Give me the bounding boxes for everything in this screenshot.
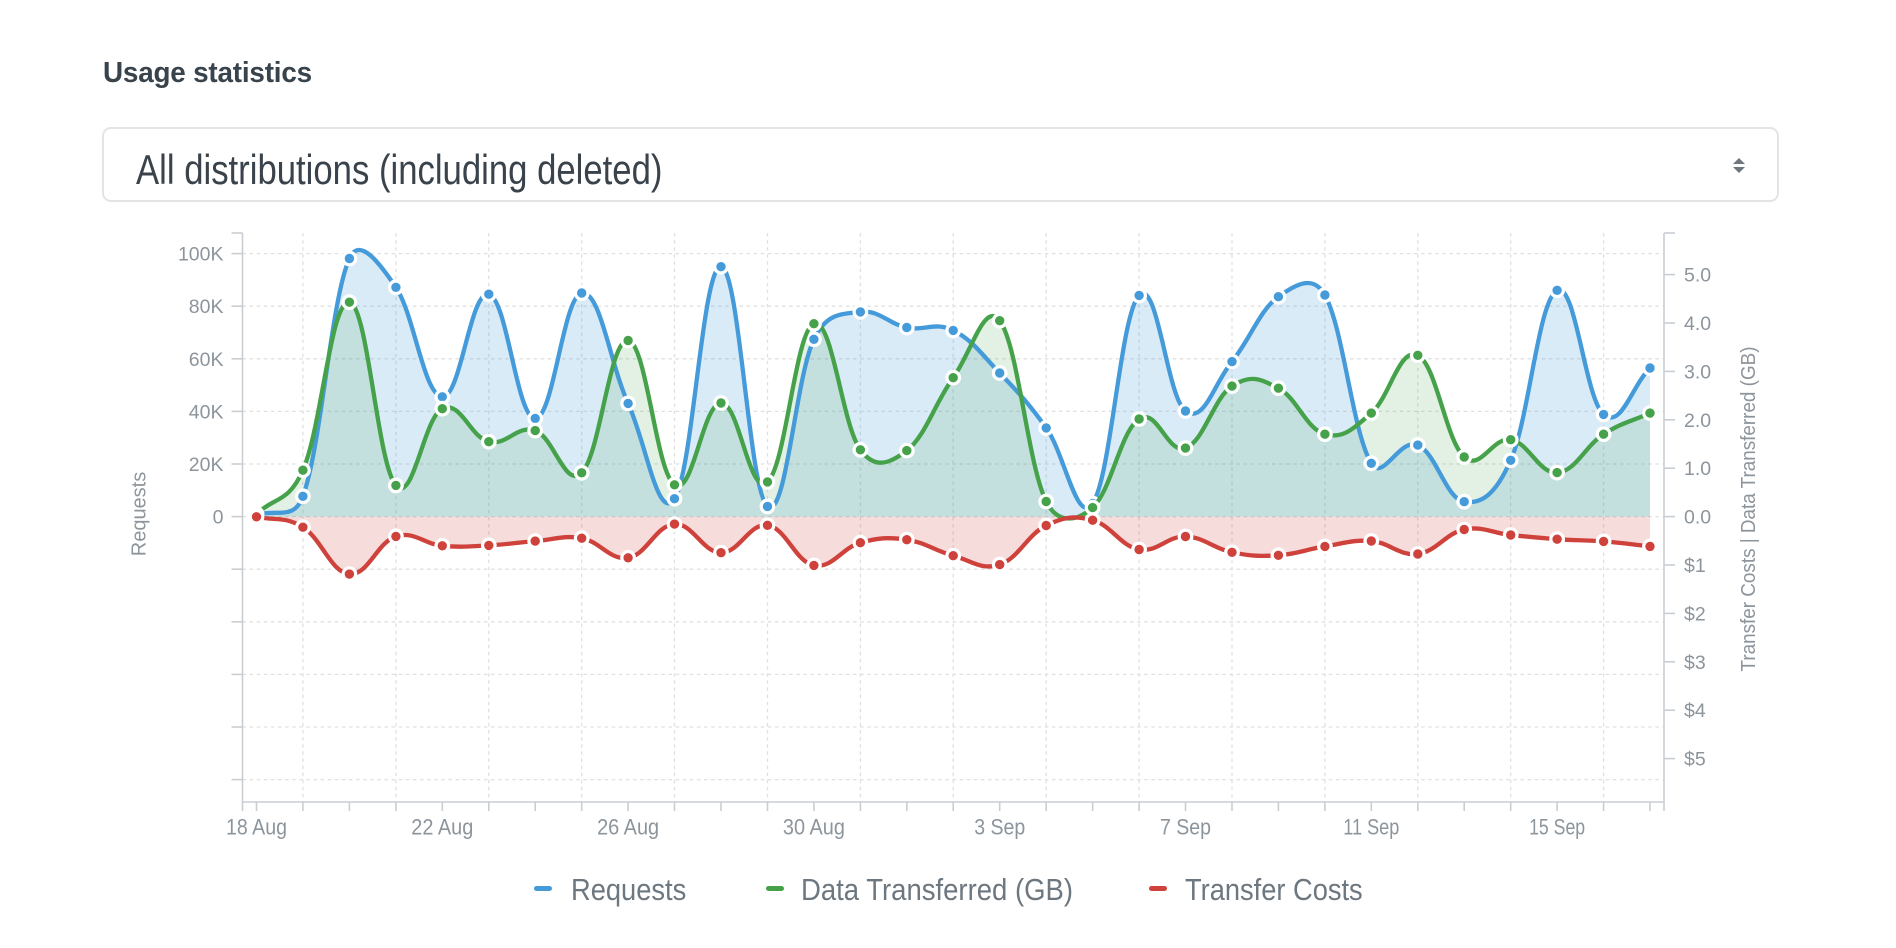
svg-text:$3: $3: [1684, 652, 1706, 674]
svg-text:100K: 100K: [178, 244, 224, 266]
svg-text:Requests: Requests: [129, 472, 151, 557]
svg-text:4.0: 4.0: [1684, 313, 1711, 335]
svg-text:40K: 40K: [189, 401, 224, 423]
svg-text:15 Sep: 15 Sep: [1529, 815, 1585, 840]
svg-text:7 Sep: 7 Sep: [1160, 815, 1211, 840]
svg-text:Transfer Costs | Data Transfer: Transfer Costs | Data Transferred (GB): [1738, 347, 1760, 672]
svg-text:$4: $4: [1684, 700, 1706, 722]
svg-text:26 Aug: 26 Aug: [597, 815, 659, 840]
svg-text:20K: 20K: [189, 454, 224, 476]
svg-text:2.0: 2.0: [1684, 410, 1711, 432]
svg-text:5.0: 5.0: [1684, 265, 1711, 287]
svg-text:0: 0: [213, 507, 224, 529]
svg-text:$1: $1: [1684, 555, 1706, 577]
svg-text:3.0: 3.0: [1684, 361, 1711, 383]
svg-text:80K: 80K: [189, 296, 224, 318]
svg-text:60K: 60K: [189, 349, 224, 371]
svg-text:18 Aug: 18 Aug: [226, 815, 287, 840]
svg-text:30 Aug: 30 Aug: [783, 815, 845, 840]
svg-text:$5: $5: [1684, 749, 1706, 771]
svg-text:1.0: 1.0: [1684, 458, 1711, 480]
svg-text:11 Sep: 11 Sep: [1343, 815, 1399, 840]
svg-text:22 Aug: 22 Aug: [411, 815, 473, 840]
svg-text:$2: $2: [1684, 603, 1706, 625]
svg-text:3 Sep: 3 Sep: [974, 815, 1025, 840]
svg-text:0.0: 0.0: [1684, 507, 1711, 529]
